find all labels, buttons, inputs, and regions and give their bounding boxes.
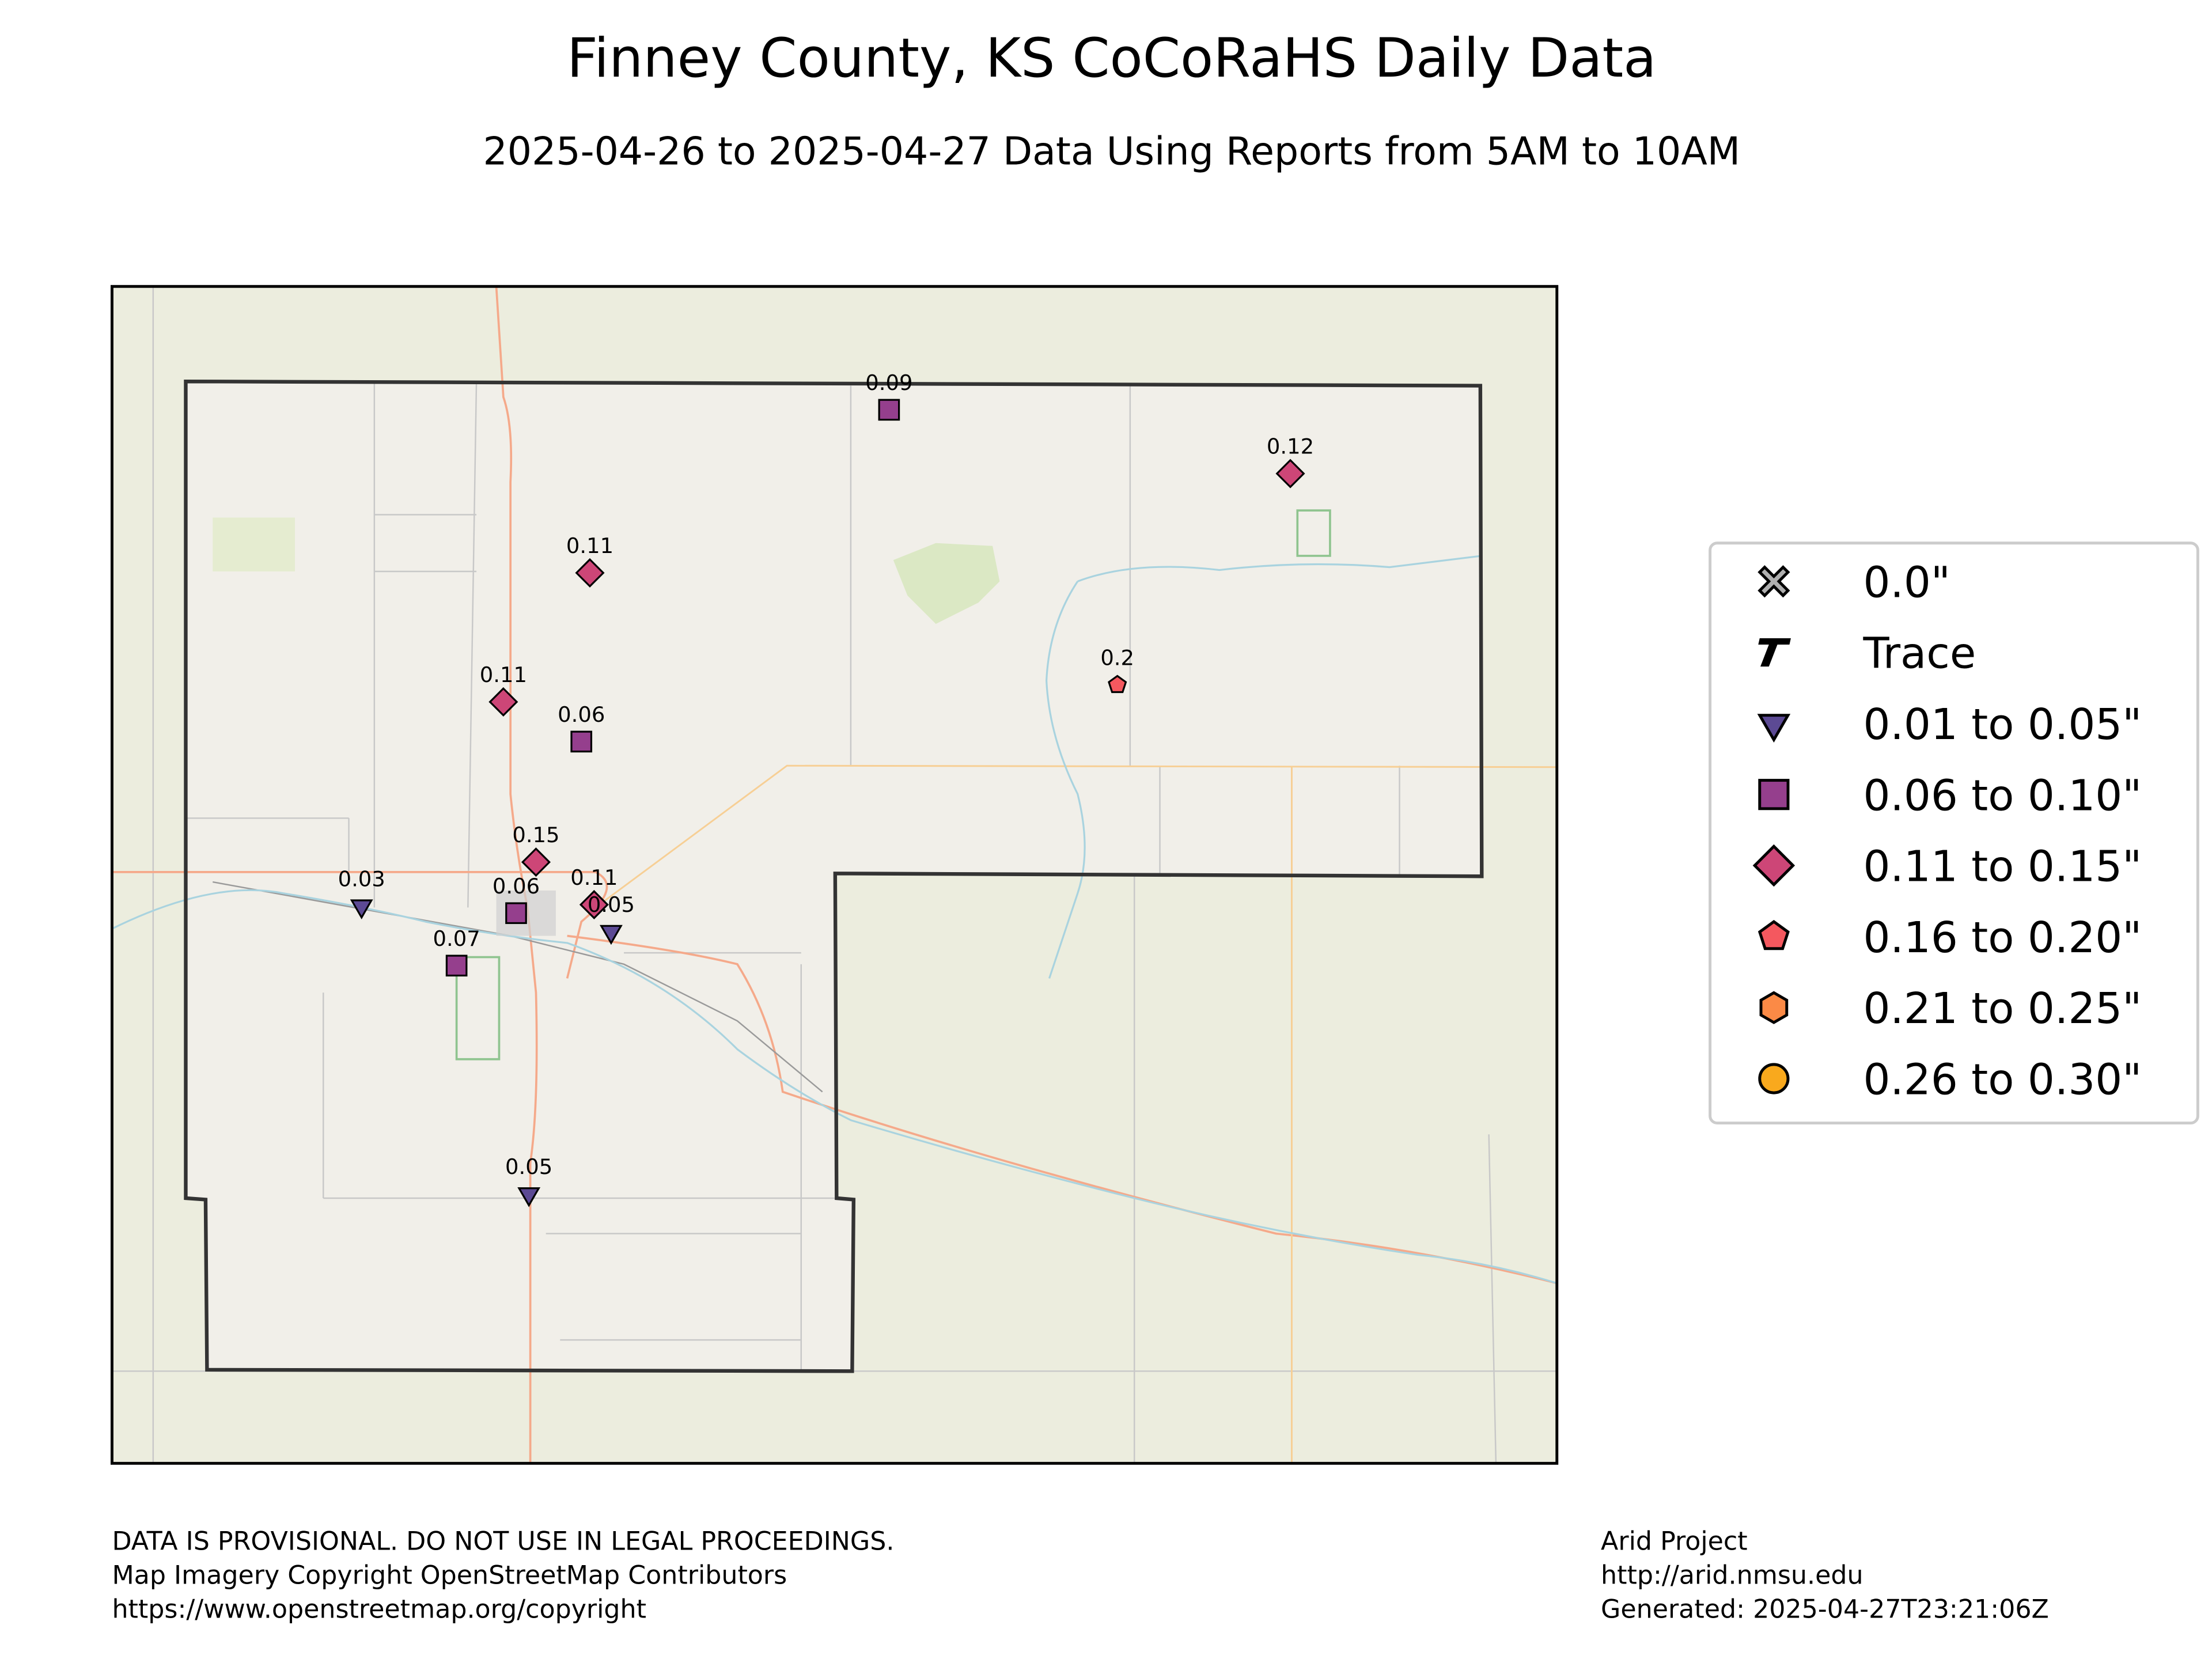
footer-text: Generated: 2025-04-27T23:21:06Z: [1601, 1595, 2049, 1624]
marker-shape: [1758, 638, 1791, 667]
marker-shape: [878, 399, 900, 421]
marker-square: [570, 730, 593, 753]
marker-shape: [1758, 565, 1790, 598]
marker-cross: [1758, 565, 1790, 598]
footer-text: https://www.openstreetmap.org/copyright: [112, 1595, 646, 1624]
legend-label: 0.16 to 0.20": [1863, 913, 2142, 963]
legend-label: 0.01 to 0.05": [1863, 700, 2142, 749]
footer-text: DATA IS PROVISIONAL. DO NOT USE IN LEGAL…: [112, 1527, 894, 1556]
marker-trace: [1758, 638, 1791, 667]
legend-label: 0.06 to 0.10": [1863, 771, 2142, 820]
station-label: 0.07: [433, 926, 480, 951]
marker-shape: [1108, 675, 1127, 694]
marker-shape: [445, 955, 468, 977]
map-frame: [111, 285, 1559, 1465]
station-label: 0.11: [566, 533, 613, 558]
legend-label: 0.21 to 0.25": [1863, 984, 2142, 1033]
marker-shape: [1758, 779, 1790, 810]
marker-shape: [1758, 1063, 1790, 1094]
marker-shape: [350, 899, 373, 919]
station-label: 0.05: [588, 892, 635, 917]
title: Finney County, KS CoCoRaHS Daily Data: [567, 27, 1656, 90]
marker-triangle: [517, 1187, 541, 1207]
marker-diamond: [488, 687, 518, 717]
station-label: 0.12: [1267, 434, 1314, 459]
station-label: 0.06: [558, 702, 605, 727]
footer-text: Map Imagery Copyright OpenStreetMap Cont…: [112, 1561, 787, 1590]
stations: 0.090.120.110.20.110.060.150.03 0.06 0.110…: [338, 370, 1314, 1207]
park: [893, 543, 1000, 624]
map: 0.090.120.110.20.110.060.150.03 0.06 0.110…: [111, 285, 1559, 1465]
subtitle: 2025-04-26 to 2025-04-27 Data Using Repo…: [483, 129, 1741, 174]
highways: [112, 286, 1557, 1464]
marker-shape: [517, 1187, 541, 1207]
marker-shape: [599, 925, 623, 945]
station-label: 0.03: [338, 866, 385, 891]
marker-shape: [570, 730, 593, 753]
marker-shape: [505, 902, 527, 925]
legend-label: Trace: [1862, 629, 1976, 679]
legend-box: [1709, 541, 2199, 1124]
legend-label: 0.26 to 0.30": [1863, 1055, 2142, 1105]
marker-triangle: [599, 925, 623, 945]
marker-hexagon: [1759, 991, 1789, 1024]
legend-label: 0.11 to 0.15": [1863, 842, 2142, 892]
marker-shape: [521, 847, 551, 877]
minor-roads: [112, 286, 1557, 1464]
marker-square: [878, 399, 900, 421]
marker-triangle: [350, 899, 373, 919]
station-label: 0.2: [1100, 645, 1134, 670]
station-label: 0.09: [865, 370, 912, 395]
marker-diamond: [1752, 844, 1796, 887]
marker-square: [1758, 779, 1790, 810]
marker-shape: [1752, 844, 1796, 887]
marker-shape: [579, 889, 609, 919]
marker-diamond: [575, 558, 605, 588]
station-label: 0.05: [505, 1154, 552, 1179]
park: [213, 517, 295, 571]
marker-shape: [488, 687, 518, 717]
footer: DATA IS PROVISIONAL. DO NOT USE IN LEGAL…: [112, 1527, 2048, 1624]
footer-text: http://arid.nmsu.edu: [1601, 1561, 1863, 1590]
basemap: [112, 286, 1557, 1464]
marker-shape: [1759, 991, 1789, 1024]
marker-pentagon: [1758, 919, 1790, 950]
river: [112, 555, 1557, 1285]
station-label: 0.11: [570, 865, 618, 890]
marker-circle: [1758, 1063, 1790, 1094]
station-label: 0.15: [512, 823, 559, 847]
county-outline: [184, 379, 1484, 1373]
marker-pentagon: [1108, 675, 1127, 694]
marker-shape: [1275, 459, 1305, 488]
marker-square: [445, 955, 468, 977]
station-label: 0.11: [480, 662, 527, 687]
footer-text: Arid Project: [1601, 1527, 1748, 1556]
marker-triangle: [1757, 714, 1791, 743]
marker-diamond: [579, 889, 609, 919]
marker-square: [505, 902, 527, 925]
marker-shape: [575, 558, 605, 588]
legend: 0.0" Trace 0.01 to 0.05" 0.06 to 0.10" 0.11 …: [1709, 541, 2199, 1124]
wildlife-area: [455, 956, 501, 1060]
marker-shape: [1758, 919, 1790, 950]
marker-shape: [1757, 714, 1791, 743]
wildlife-area: [1296, 509, 1331, 557]
station-label: 0.06: [493, 874, 540, 899]
marker-diamond: [1275, 459, 1305, 488]
marker-diamond: [521, 847, 551, 877]
legend-label: 0.0": [1863, 558, 1950, 607]
state-roads: [594, 764, 1557, 1464]
